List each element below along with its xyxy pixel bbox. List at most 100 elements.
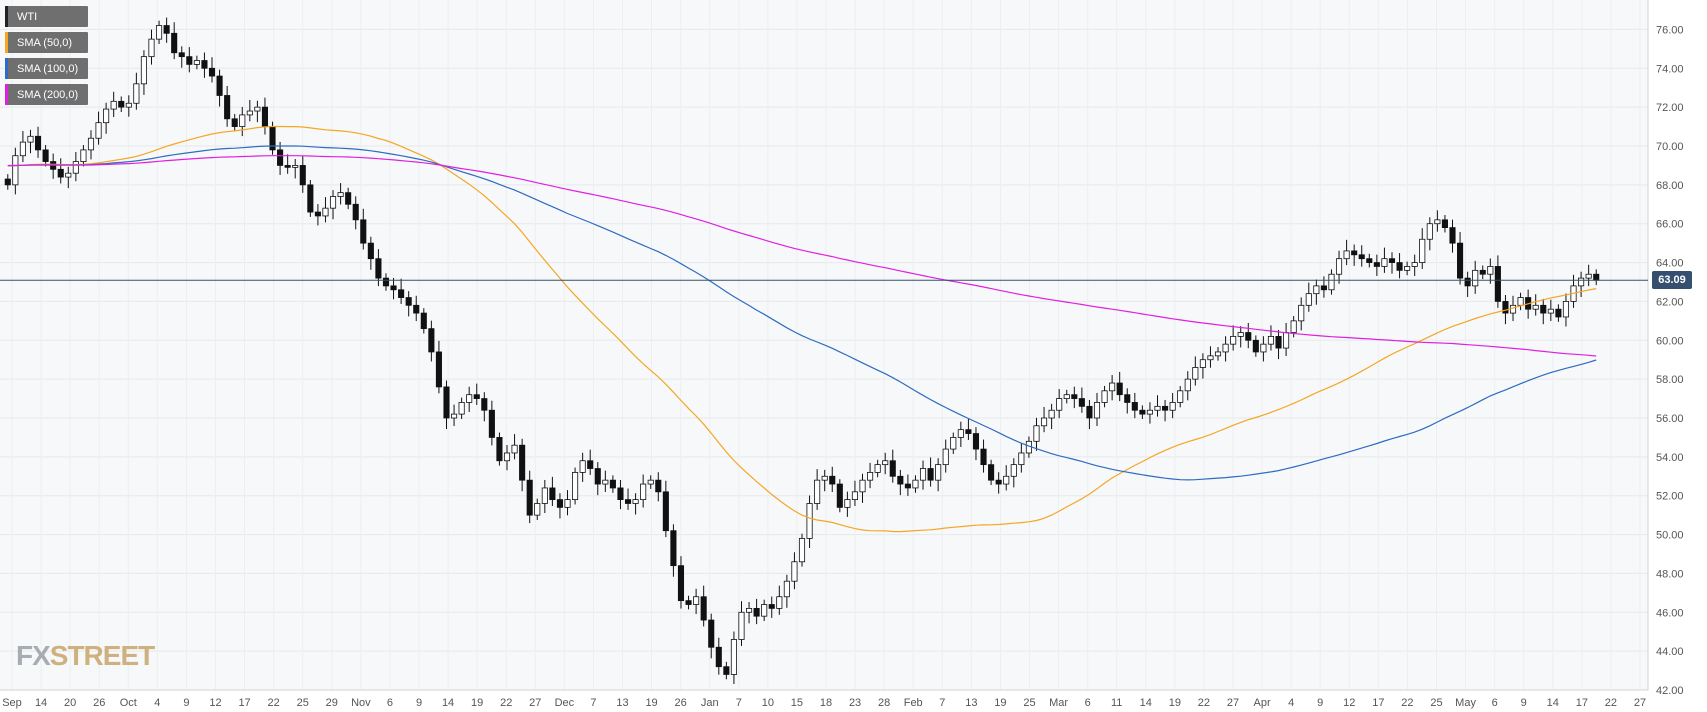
candle-body <box>254 106 261 112</box>
candle-body <box>1517 297 1524 306</box>
candle-body <box>1343 250 1350 260</box>
candle-body <box>821 475 828 481</box>
candle-body <box>594 468 601 485</box>
candle-body <box>874 464 881 473</box>
candle-body <box>1404 266 1411 271</box>
candle-body <box>1562 301 1570 318</box>
candle-body <box>1358 254 1365 260</box>
candle-body <box>1366 258 1373 263</box>
candle-body <box>1237 332 1244 337</box>
candle-body <box>708 619 715 648</box>
candle-body <box>1275 335 1282 349</box>
candle-body <box>950 437 957 450</box>
x-tick-label: 23 <box>849 697 861 709</box>
legend-label-sma200: SMA (200,0) <box>17 88 79 101</box>
candle-body <box>579 460 586 473</box>
candle-body <box>435 351 442 388</box>
candle-body <box>1260 343 1267 353</box>
candle-body <box>125 102 132 108</box>
x-tick-label: 19 <box>994 697 1006 709</box>
candle-body <box>299 165 306 186</box>
legend-swatch-sma100 <box>5 58 8 79</box>
candle-body <box>844 499 851 508</box>
candle-body <box>488 409 495 438</box>
x-tick-label: 19 <box>1169 697 1181 709</box>
x-tick-label: 27 <box>1634 697 1646 709</box>
legend-item-sma100[interactable]: SMA (100,0) <box>5 58 89 79</box>
candle-body <box>1494 266 1501 302</box>
candle-body <box>72 161 79 174</box>
candle-body <box>1056 398 1063 411</box>
candle-body <box>1290 320 1297 333</box>
legend-item-sma50[interactable]: SMA (50,0) <box>5 32 89 53</box>
x-tick-label: 22 <box>500 697 512 709</box>
candle-body <box>398 289 405 298</box>
candle-body <box>814 479 821 504</box>
candle-body <box>904 483 911 489</box>
candle-body <box>466 394 473 403</box>
x-tick-label: 17 <box>1576 697 1588 709</box>
last-price-badge: 63.09 <box>1652 271 1692 290</box>
x-tick-label: 20 <box>64 697 76 709</box>
candle-body <box>602 479 609 485</box>
y-tick-label: 56.00 <box>1656 413 1684 425</box>
candle-body <box>791 561 798 582</box>
candle-body <box>1207 355 1214 361</box>
candle-body <box>761 604 768 617</box>
candle-body <box>261 106 269 127</box>
candle-body <box>1154 405 1161 411</box>
candle-body <box>103 108 110 124</box>
candle-body <box>1441 219 1448 228</box>
candle-body <box>360 219 367 244</box>
sma-200-line <box>7 155 1597 357</box>
candle-body <box>1124 394 1131 403</box>
y-tick-label: 44.00 <box>1656 646 1684 658</box>
y-tick-label: 60.00 <box>1656 335 1684 347</box>
candle-body <box>193 60 200 65</box>
candle-body <box>587 460 594 469</box>
candle-body <box>935 464 942 481</box>
candle-body <box>723 666 730 675</box>
candle-body <box>292 165 299 168</box>
candle-body <box>95 122 102 139</box>
candle-body <box>481 398 488 411</box>
logo-street: STREET <box>49 640 155 671</box>
x-tick-label: 9 <box>1521 697 1527 709</box>
candle-body <box>927 468 934 481</box>
candle-body <box>670 530 677 567</box>
x-tick-label: Apr <box>1254 697 1271 709</box>
x-tick-label: 11 <box>1111 697 1122 709</box>
legend-swatch-sma200 <box>5 84 8 105</box>
candle-body <box>1328 273 1335 291</box>
candle-body <box>420 312 427 330</box>
candle-body <box>1396 262 1403 271</box>
candle-body <box>307 184 314 213</box>
x-tick-label: 25 <box>1023 697 1035 709</box>
candle-body <box>1449 227 1456 244</box>
candle-body <box>34 135 42 151</box>
x-tick-label: 27 <box>529 697 541 709</box>
x-tick-label: 6 <box>387 697 393 709</box>
candle-body <box>556 499 564 508</box>
candle-body <box>1033 425 1040 442</box>
legend-item-wti[interactable]: WTI <box>5 6 89 27</box>
candle-body <box>1381 258 1388 267</box>
x-tick-label: 25 <box>1430 697 1442 709</box>
x-tick-label: 22 <box>1198 697 1210 709</box>
candle-body <box>4 178 11 186</box>
x-tick-label: 14 <box>35 697 47 709</box>
x-tick-label: 29 <box>326 697 338 709</box>
candle-body <box>511 444 518 454</box>
candle-body <box>1162 405 1169 411</box>
candle-body <box>912 479 919 489</box>
candle-body <box>1078 398 1085 407</box>
candle-body <box>1388 258 1396 263</box>
candle-body <box>1071 394 1078 399</box>
x-tick-label: 13 <box>965 697 977 709</box>
x-tick-label: 15 <box>791 697 803 709</box>
candle-body <box>1093 402 1101 419</box>
x-tick-label: 9 <box>416 697 422 709</box>
x-tick-label: 28 <box>878 697 890 709</box>
legend-item-sma200[interactable]: SMA (200,0) <box>5 84 89 105</box>
